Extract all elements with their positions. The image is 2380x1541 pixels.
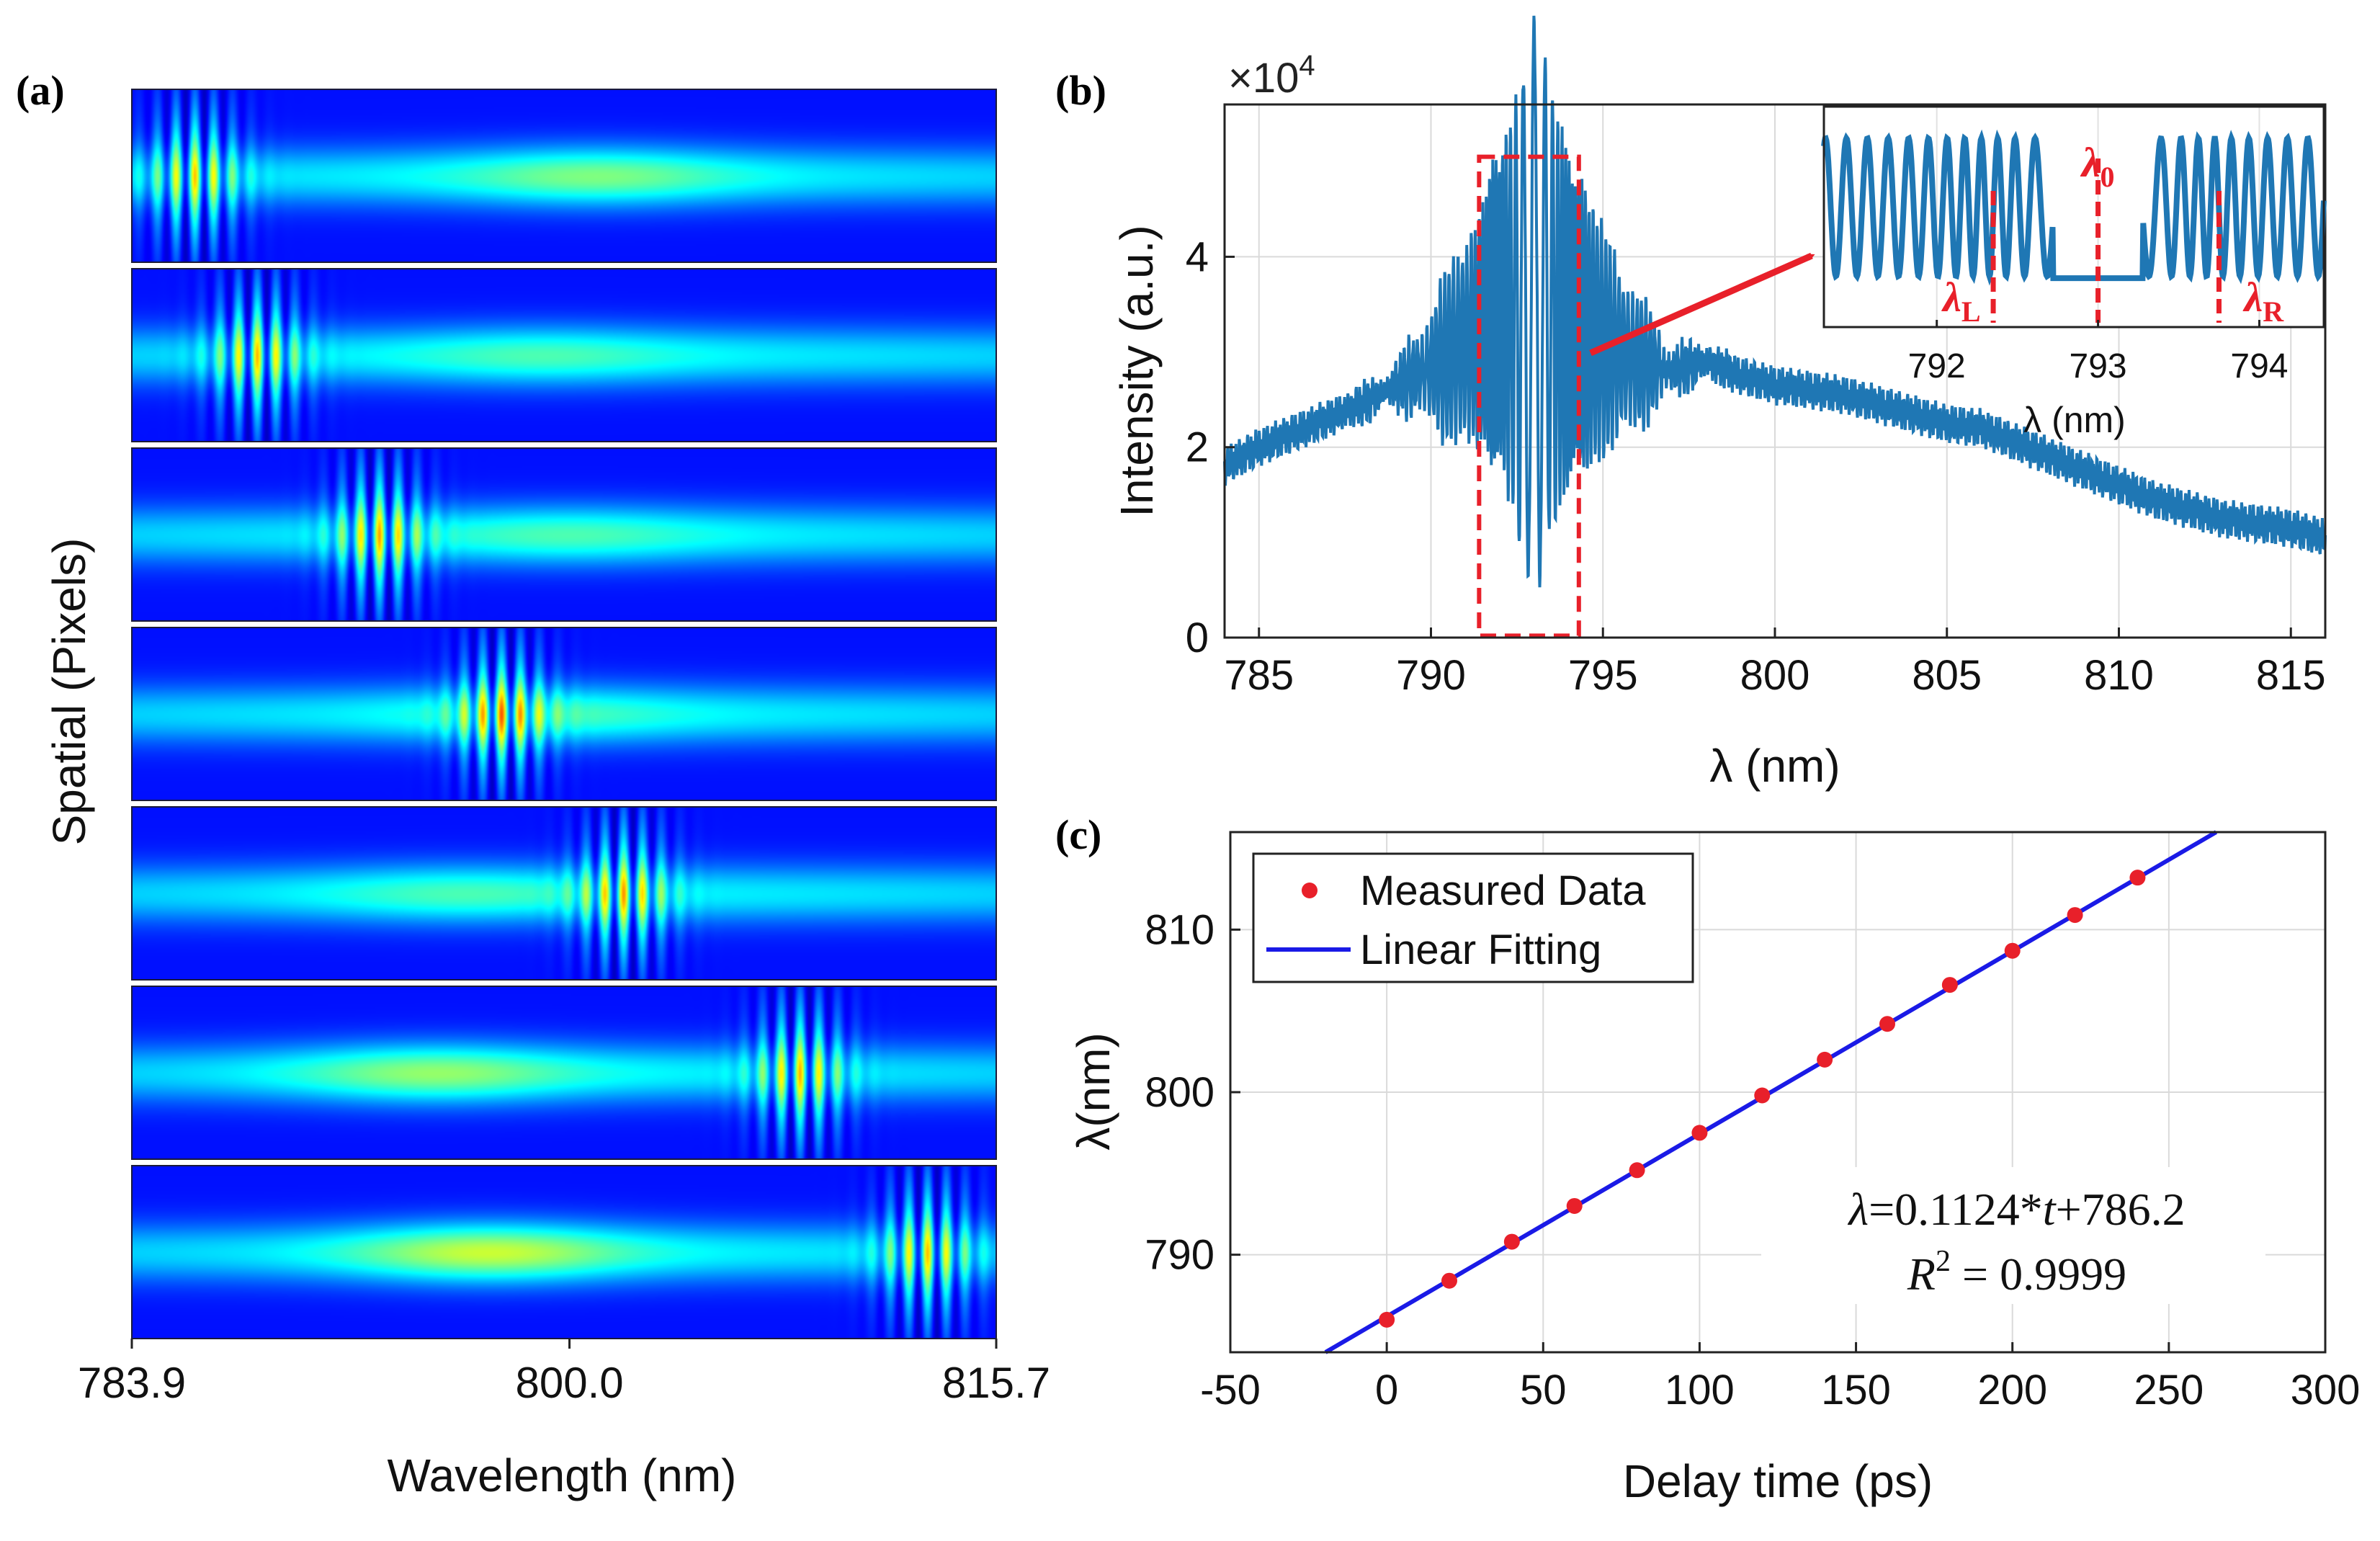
legend-marker-measured (1302, 883, 1318, 898)
panel-a-x-tick-label: 783.9 (78, 1359, 186, 1407)
inset-x-tick-label: 792 (1908, 347, 1966, 385)
panel-c-y-tick-label: 790 (1145, 1232, 1214, 1279)
measured-point (1566, 1197, 1583, 1214)
heatmap-strip-border (131, 89, 997, 263)
panel-b-ticks: 785 790 795 800 805 810 815 0 2 4 (1186, 233, 2326, 699)
spectrum-line (1223, 15, 2327, 588)
panel-b-label: (b) (1055, 67, 1106, 114)
measured-point (1503, 1233, 1520, 1250)
panel-b-x-tick-label: 785 (1224, 652, 1294, 699)
measured-point (2067, 907, 2083, 924)
measured-point (1879, 1016, 1895, 1032)
panel-c-ylabel: λ(nm) (1068, 1032, 1119, 1151)
panel-c-x-tick-label: 50 (1520, 1367, 1567, 1413)
panel-c-x-tick-label: 0 (1375, 1367, 1398, 1413)
legend-box (1252, 852, 1694, 983)
panel-b-exponent: ×104 (1228, 50, 1315, 102)
panel-c-xlabel: Delay time (ps) (1623, 1455, 1933, 1507)
measured-point (1379, 1311, 1395, 1328)
panel-b-inset-frame (1822, 105, 2325, 329)
fit-equation: λ=0.1124*t+786.2 (1847, 1184, 2185, 1235)
panel-a-x-tick-label: 815.7 (942, 1359, 1050, 1407)
heatmap-strip-border (131, 268, 997, 442)
panel-b-x-tick-label: 795 (1568, 652, 1638, 699)
zoom-arrow (1589, 252, 1815, 357)
heatmap-strip-border (131, 806, 997, 981)
panel-b-y-tick-label: 0 (1186, 615, 1209, 661)
panel-a-ylabel: Spatial (Pixels) (43, 538, 95, 846)
panel-c-x-tick-label: 250 (2134, 1367, 2204, 1413)
inset-marker-label: λL (1941, 274, 1980, 328)
heatmap-strip-2 (132, 269, 996, 442)
heatmap-strip-3 (132, 448, 996, 621)
heatmap-strip-7 (132, 1166, 996, 1339)
panel-c-y-tick-label: 810 (1145, 906, 1214, 953)
panel-b-x-tick-label: 810 (2084, 652, 2154, 699)
panel-a-heatmaps (131, 89, 997, 1339)
r-squared: R2 = 0.9999 (1907, 1245, 2126, 1300)
panel-c-ticks: -50 0 50 100 150 200 250 300 790 800 810 (1145, 906, 2360, 1413)
panel-b-data (1223, 15, 2327, 638)
panel-b-ylabel: Intensity (a.u.) (1111, 225, 1163, 517)
heatmap-strip-4 (132, 627, 996, 800)
panel-c-x-tick-label: -50 (1200, 1367, 1261, 1413)
legend-label-measured: Measured Data (1360, 867, 1646, 914)
panel-c-x-tick-label: 300 (2291, 1367, 2361, 1413)
panel-c-y-tick-label: 800 (1145, 1069, 1214, 1116)
heatmap-strip-border (131, 627, 997, 801)
measured-point (1441, 1272, 1457, 1289)
heatmap-strip-border (131, 447, 997, 622)
inset-marker-label: λR (2242, 274, 2284, 328)
panel-a-x-tick-label: 800.0 (515, 1359, 623, 1407)
panel-c-x-tick-label: 100 (1665, 1367, 1735, 1413)
equation-bg (1761, 1167, 2265, 1304)
panel-b-x-tick-label: 790 (1396, 652, 1466, 699)
panel-b-x-tick-label: 800 (1740, 652, 1810, 699)
heatmap-strip-border (131, 986, 997, 1160)
measured-point (2004, 942, 2021, 959)
measured-point (1817, 1051, 1833, 1068)
legend-label-fit: Linear Fitting (1360, 926, 1601, 973)
measured-point (1754, 1087, 1771, 1104)
measured-point (1691, 1125, 1708, 1141)
panel-b-inset-xlabel: λ (nm) (2023, 400, 2126, 440)
panel-a-xlabel: Wavelength (nm) (388, 1450, 737, 1501)
panel-b-x-tick-label: 805 (1912, 652, 1982, 699)
inset-x-tick-label: 794 (2230, 347, 2288, 385)
panel-b-xlabel: λ (nm) (1709, 740, 1840, 792)
panel-c-legend: Measured Data Linear Fitting (1252, 852, 1694, 983)
panel-b-y-tick-label: 2 (1186, 424, 1209, 471)
panel-c-x-tick-label: 200 (1977, 1367, 2047, 1413)
measured-point (1941, 977, 1958, 993)
heatmap-strip-6 (132, 986, 996, 1159)
panel-b-inset: λL λ0 λR 792 793 794 (1821, 107, 2327, 385)
panel-b-x-tick-label: 815 (2256, 652, 2326, 699)
inset-x-tick-label: 793 (2070, 347, 2127, 385)
panel-b-y-tick-label: 4 (1186, 233, 1209, 280)
panel-c-data (1324, 830, 2218, 1354)
measured-point (2129, 870, 2146, 886)
measured-point (1629, 1162, 1645, 1179)
panel-a-label: (a) (16, 67, 65, 114)
heatmap-strip-5 (132, 807, 996, 980)
panel-a-x-ticks: 783.9 800.0 815.7 (78, 1339, 1050, 1407)
inset-marker-label: λ0 (2080, 139, 2115, 193)
inset-spectrum-line (1821, 129, 2327, 286)
heatmap-strip-border (131, 1165, 997, 1339)
zoom-box (1477, 154, 1581, 638)
linear-fit-line (1324, 830, 2218, 1354)
panel-c-x-tick-label: 150 (1821, 1367, 1891, 1413)
heatmap-strip-1 (132, 89, 996, 262)
panel-c-label: (c) (1055, 811, 1101, 858)
